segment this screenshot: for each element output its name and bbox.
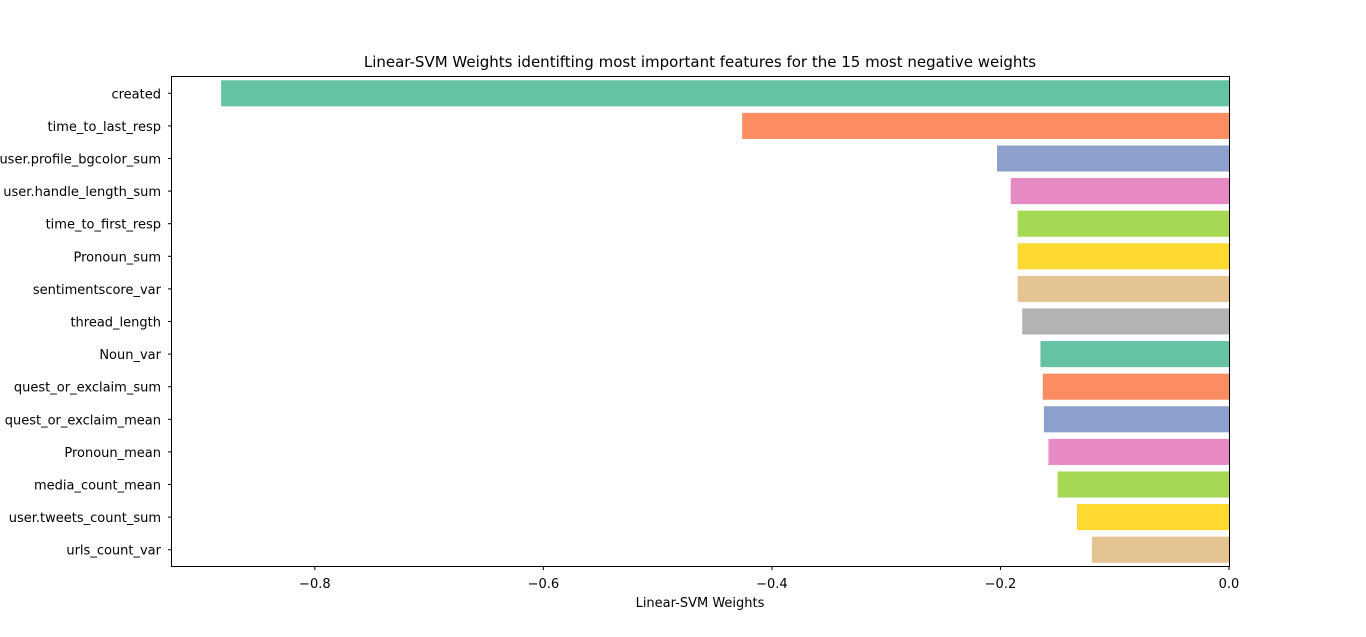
x-tick-label: 0.0 <box>1219 577 1240 592</box>
y-tick-label: time_to_last_resp <box>48 120 161 135</box>
bar-pronoun-sum <box>1017 243 1229 270</box>
y-tick-label: Pronoun_sum <box>74 250 161 265</box>
y-tick-label: Noun_var <box>99 348 161 363</box>
y-tick-label: thread_length <box>70 316 161 331</box>
bar-created <box>221 80 1229 107</box>
bar-sentimentscore-var <box>1017 275 1229 302</box>
x-tick-label: −0.2 <box>985 577 1017 592</box>
chart-title: Linear-SVM Weights identifting most impo… <box>364 53 1036 71</box>
y-tick-label: urls_count_var <box>66 544 161 559</box>
y-tick-label: Pronoun_mean <box>64 446 161 461</box>
bar-time-to-last-resp <box>742 112 1229 139</box>
y-tick-label: quest_or_exclaim_sum <box>14 381 161 396</box>
y-axis-ticks: created time_to_last_resp user.profile_bgc… <box>0 87 172 559</box>
x-axis-label: Linear-SVM Weights <box>636 596 765 611</box>
y-tick-label: user.handle_length_sum <box>3 185 161 200</box>
bars-group <box>221 80 1229 563</box>
bar-user-tweets-count-sum <box>1077 504 1229 531</box>
bar-noun-var <box>1040 341 1229 368</box>
y-tick-label: time_to_first_resp <box>46 218 161 233</box>
axes-frame <box>171 76 1230 567</box>
bar-media-count-mean <box>1057 471 1229 498</box>
bar-quest-or-exclaim-sum <box>1042 373 1229 400</box>
bar-quest-or-exclaim-mean <box>1043 406 1229 433</box>
x-tick-label: −0.8 <box>299 577 331 592</box>
x-tick-label: −0.6 <box>528 577 560 592</box>
y-tick-label: quest_or_exclaim_mean <box>5 413 161 428</box>
bar-user-handle-length-sum <box>1010 178 1229 205</box>
bar-user-profile-bgcolor-sum <box>997 145 1229 172</box>
bar-pronoun-mean <box>1048 438 1229 465</box>
y-tick-label: user.tweets_count_sum <box>9 511 161 526</box>
y-tick-label: user.profile_bgcolor_sum <box>0 153 161 168</box>
bar-urls-count-var <box>1091 536 1229 563</box>
y-tick-label: media_count_mean <box>34 479 161 494</box>
bar-time-to-first-resp <box>1017 210 1229 237</box>
y-tick-label: sentimentscore_var <box>33 283 162 298</box>
x-tick-label: −0.4 <box>756 577 788 592</box>
y-tick-label: created <box>111 87 161 102</box>
bar-thread-length <box>1022 308 1229 335</box>
x-axis-ticks: −0.8 −0.6 −0.4 −0.2 0.0 <box>299 566 1239 592</box>
